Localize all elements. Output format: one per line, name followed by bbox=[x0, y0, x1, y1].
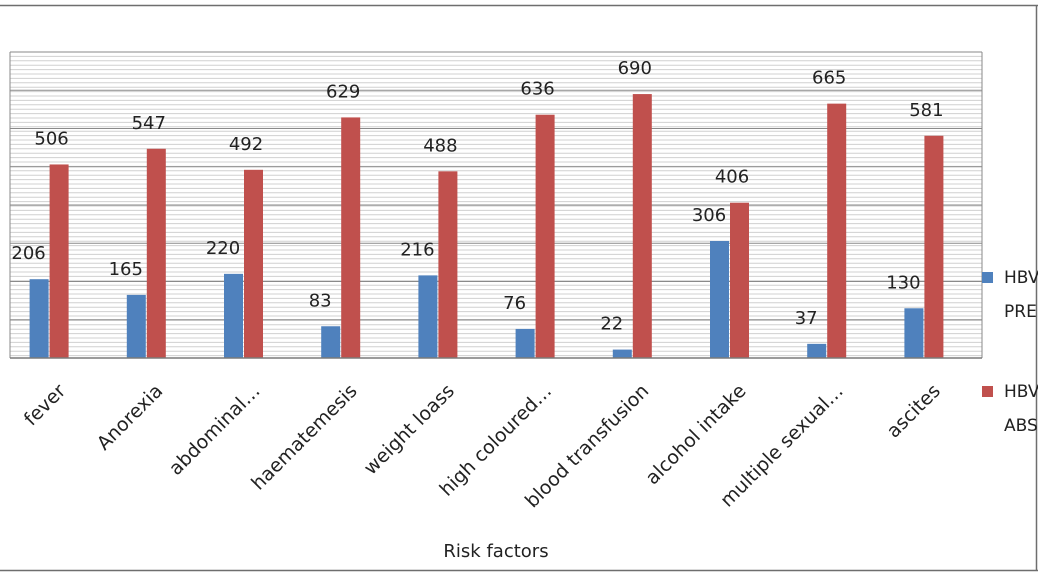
bar-present bbox=[126, 294, 146, 358]
bar-absent bbox=[730, 202, 749, 358]
data-label-present: 22 bbox=[600, 314, 623, 335]
bar-absent bbox=[49, 164, 69, 358]
bar-present bbox=[418, 275, 438, 358]
bar-present bbox=[515, 328, 535, 358]
data-label-absent: 406 bbox=[715, 167, 749, 188]
data-label-absent: 629 bbox=[326, 81, 360, 102]
bar-present bbox=[29, 279, 49, 358]
category-label: abdominal… bbox=[165, 380, 265, 480]
data-label-absent: 665 bbox=[812, 68, 846, 89]
bar-present bbox=[807, 343, 827, 358]
data-label-absent: 636 bbox=[520, 79, 554, 100]
data-label-present: 306 bbox=[692, 205, 726, 226]
bar-present bbox=[710, 240, 729, 358]
bar-present bbox=[224, 273, 243, 358]
bar-absent bbox=[924, 135, 944, 358]
data-label-present: 130 bbox=[886, 272, 920, 293]
data-label-present: 37 bbox=[795, 308, 818, 329]
legend-label-present-line2: PRE bbox=[1004, 302, 1037, 322]
category-label: alcohol intake bbox=[641, 380, 750, 489]
category-label: ascites bbox=[882, 380, 944, 442]
bar-absent bbox=[341, 117, 361, 358]
data-label-absent: 581 bbox=[909, 100, 943, 121]
data-label-present: 165 bbox=[109, 259, 143, 280]
legend-label-absent-line1: HBV bbox=[1004, 382, 1038, 402]
legend-label-absent-line2: ABS bbox=[1004, 416, 1038, 436]
bar-present bbox=[321, 326, 341, 358]
legend-swatch-absent bbox=[982, 386, 993, 397]
data-label-absent: 492 bbox=[229, 134, 263, 155]
data-label-present: 216 bbox=[400, 239, 434, 260]
bar-absent bbox=[535, 114, 555, 358]
bar-absent bbox=[146, 148, 166, 358]
data-label-absent: 547 bbox=[132, 113, 166, 134]
data-label-absent: 488 bbox=[423, 135, 457, 156]
category-label: haematemesis bbox=[247, 380, 362, 495]
data-label-absent: 506 bbox=[34, 128, 68, 149]
data-label-present: 76 bbox=[503, 293, 526, 314]
data-label-present: 83 bbox=[309, 290, 332, 311]
legend-swatch-present bbox=[982, 272, 993, 283]
category-label: Anorexia bbox=[93, 380, 168, 455]
data-label-present: 220 bbox=[206, 238, 240, 259]
bar-absent bbox=[827, 103, 847, 358]
bar-present bbox=[904, 308, 924, 358]
x-axis-title: Risk factors bbox=[443, 541, 548, 562]
bar-present bbox=[612, 349, 632, 358]
bar-absent bbox=[244, 169, 263, 358]
category-label: fever bbox=[20, 380, 70, 430]
legend-label-present-line1: HBV bbox=[1004, 268, 1038, 288]
category-label: weight loass bbox=[360, 380, 459, 479]
data-label-present: 206 bbox=[11, 243, 45, 264]
data-label-absent: 690 bbox=[618, 58, 652, 79]
bar-absent bbox=[438, 171, 458, 358]
bar-absent bbox=[632, 94, 652, 358]
